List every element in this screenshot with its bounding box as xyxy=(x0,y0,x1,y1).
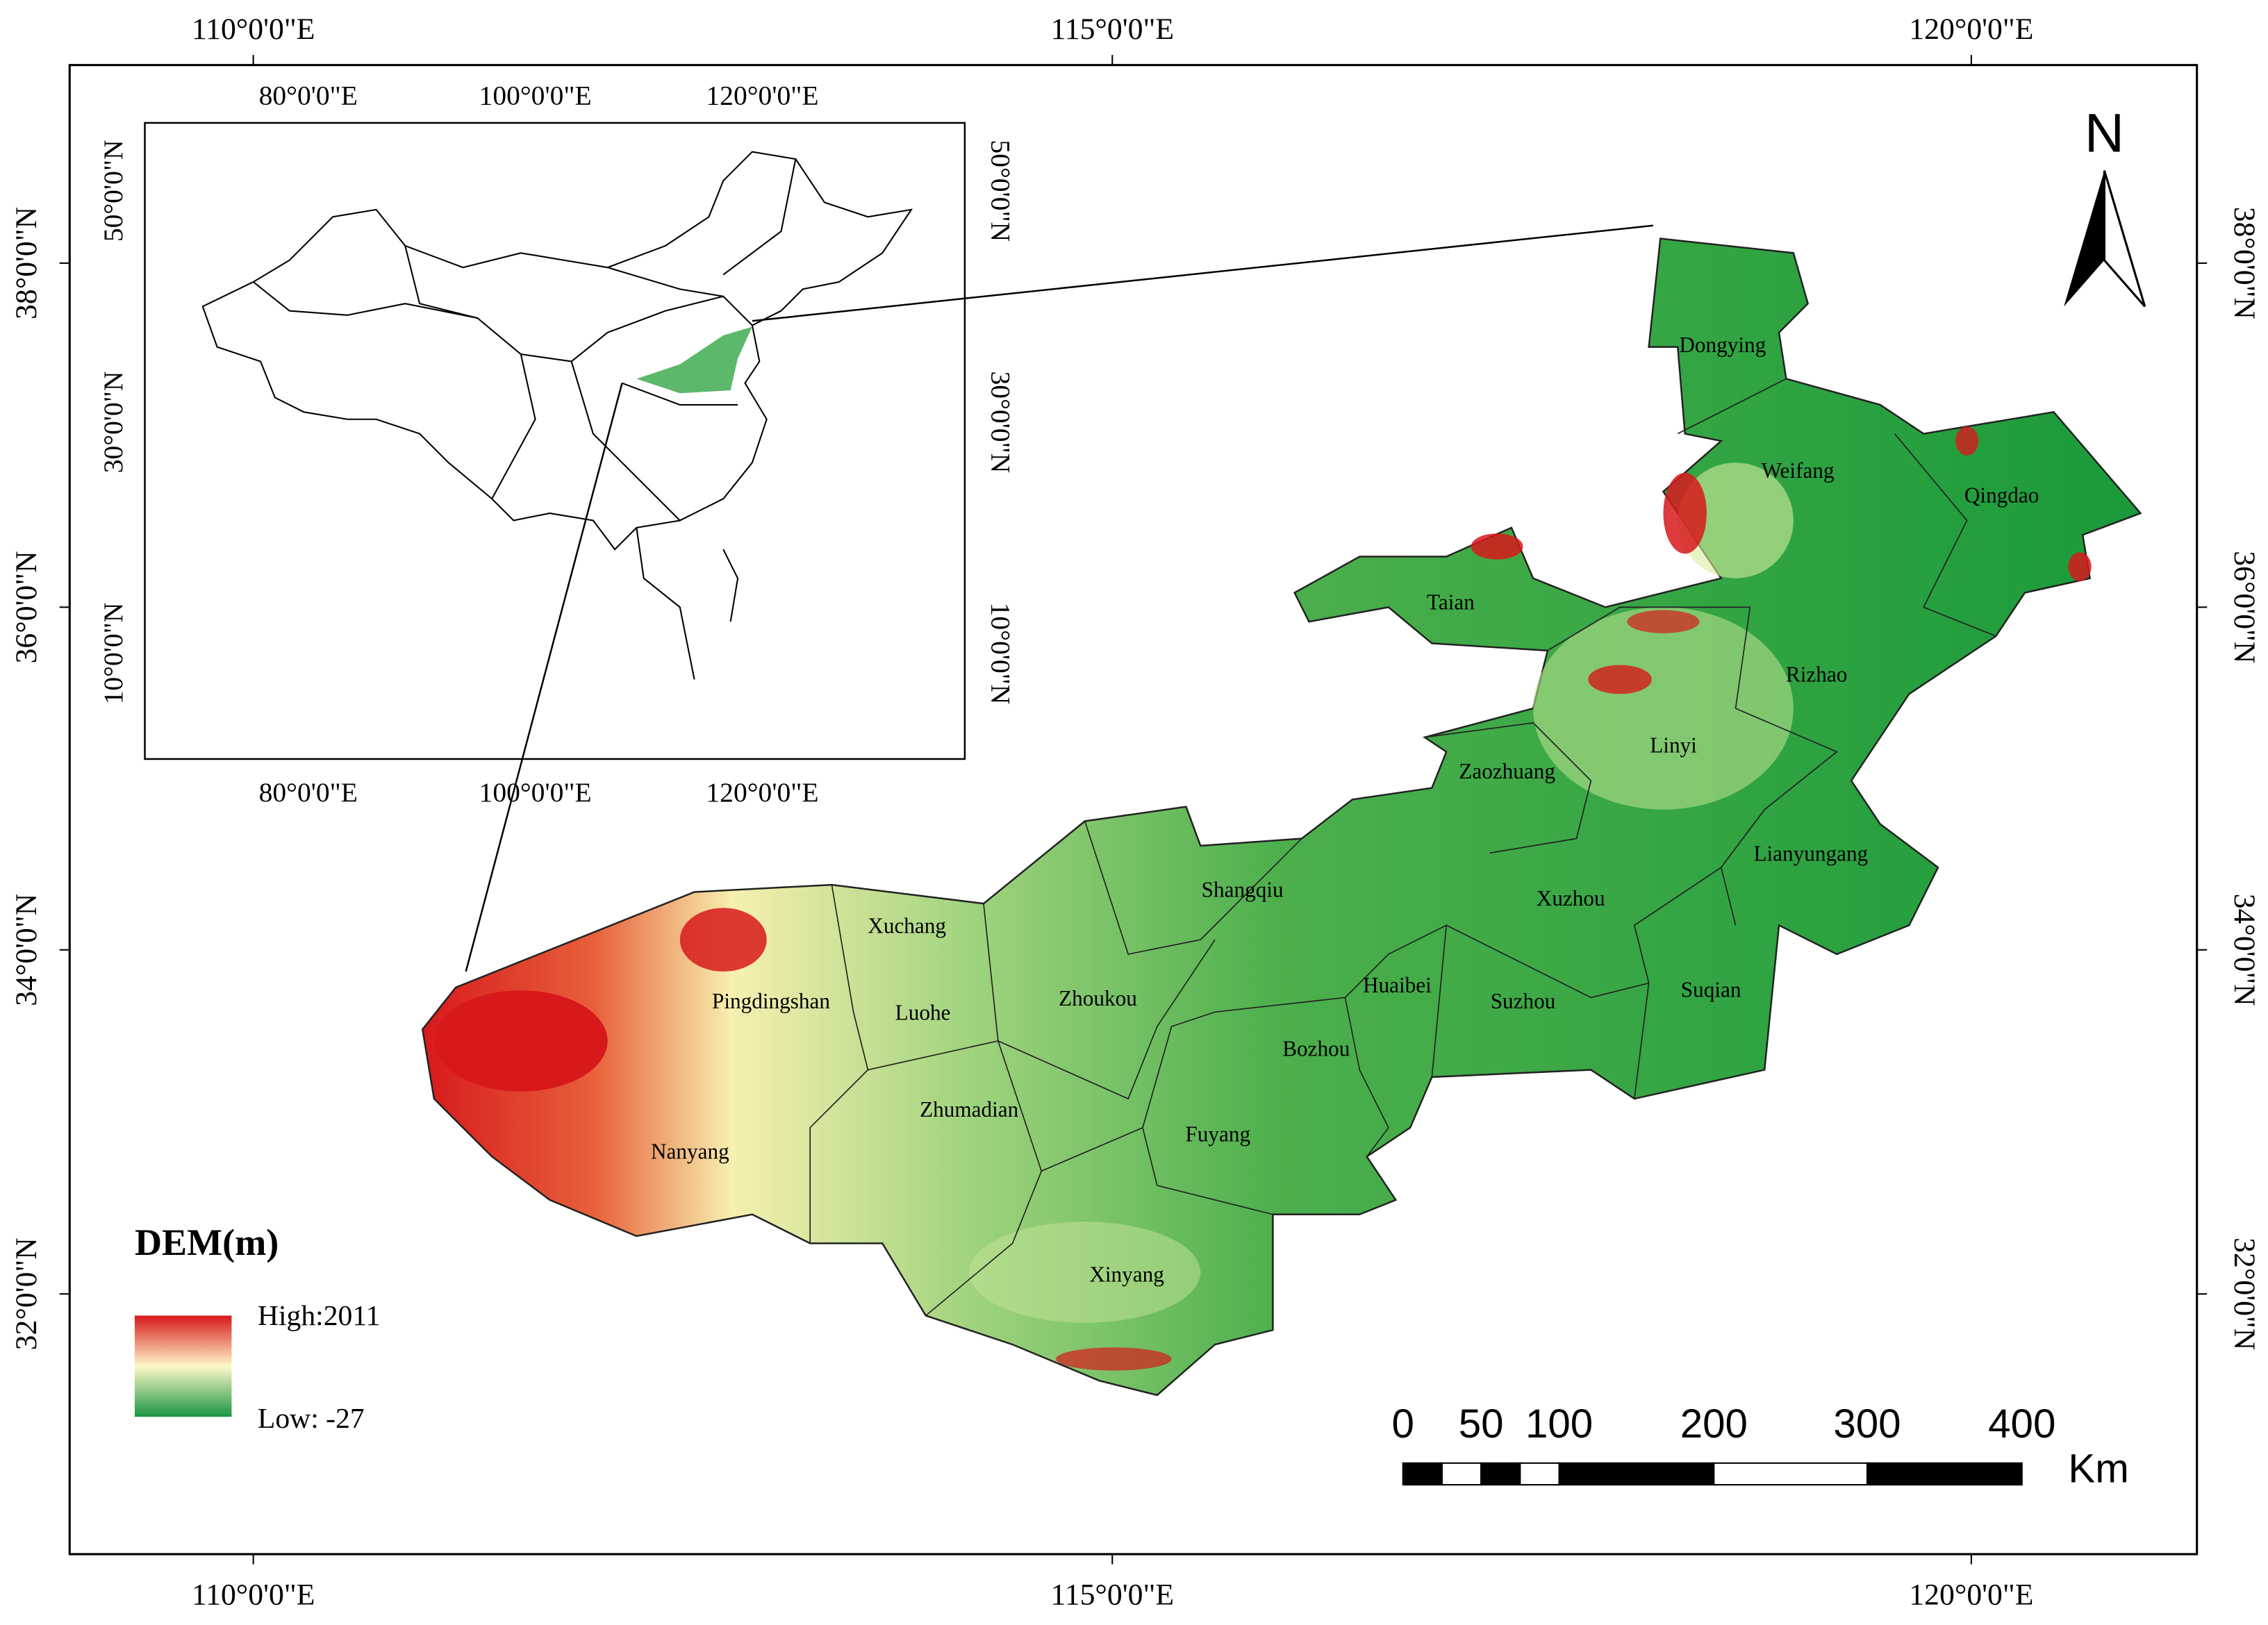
city-label: Huaibei xyxy=(1363,973,1432,997)
city-label: Taian xyxy=(1427,590,1475,614)
inset-tick-label: 50°0'0"N xyxy=(98,140,129,242)
inset-tick-label: 100°0'0"E xyxy=(479,81,592,111)
scale-segment xyxy=(1480,1462,1521,1486)
inset-tick-label: 80°0'0"E xyxy=(259,81,358,111)
legend-low: Low: -27 xyxy=(258,1403,365,1435)
frame-tick-label: 115°0'0"E xyxy=(1051,1578,1175,1611)
scale-segment xyxy=(1866,1462,2023,1486)
inset-tick-label: 120°0'0"E xyxy=(706,81,818,111)
leader-line xyxy=(465,383,623,972)
inset-tick-label: 120°0'0"E xyxy=(706,777,818,808)
inset-tick-label: 10°0'0"N xyxy=(986,603,1016,705)
legend-title: DEM(m) xyxy=(135,1222,279,1263)
scale-segment xyxy=(1441,1462,1482,1486)
frame-tick-label: 110°0'0"E xyxy=(192,12,315,46)
city-label: Qingdao xyxy=(1964,483,2039,507)
city-label: Lianyungang xyxy=(1753,842,1868,866)
city-label: Shangqiu xyxy=(1202,878,1284,902)
scale-label: 300 xyxy=(1833,1401,1901,1447)
map-frame xyxy=(68,64,2199,1556)
scale-label: 100 xyxy=(1525,1401,1593,1447)
inset-tick-label: 50°0'0"N xyxy=(986,140,1016,242)
inset-tick-label: 30°0'0"N xyxy=(98,372,129,474)
scale-label: 200 xyxy=(1680,1401,1748,1447)
frame-tick-label: 110°0'0"E xyxy=(192,1578,315,1611)
inset-tick-label: 30°0'0"N xyxy=(986,372,1016,474)
legend-ramp xyxy=(134,1315,232,1417)
city-label: Zhumadian xyxy=(920,1097,1019,1122)
city-label: Zaozhuang xyxy=(1459,759,1555,783)
city-label: Suzhou xyxy=(1491,989,1556,1013)
scale-unit: Km xyxy=(2068,1447,2128,1492)
city-label: Rizhao xyxy=(1786,662,1847,686)
city-label: Nanyang xyxy=(651,1139,729,1163)
city-label: Suqian xyxy=(1681,977,1741,1001)
frame-tick-label: 34°0'0"N xyxy=(10,894,43,1006)
scale-segment xyxy=(1519,1462,1560,1486)
city-label: Xuzhou xyxy=(1537,886,1605,910)
north-label: N xyxy=(2085,102,2124,164)
city-label: Zhoukou xyxy=(1059,986,1137,1010)
inset-tick-label: 10°0'0"N xyxy=(98,603,129,705)
frame-tick-label: 120°0'0"E xyxy=(1909,1578,2033,1611)
city-label: Fuyang xyxy=(1185,1122,1250,1147)
city-label: Linyi xyxy=(1650,733,1697,757)
city-label: Bozhou xyxy=(1282,1037,1350,1061)
scale-label: 0 xyxy=(1392,1401,1414,1447)
scale-segment xyxy=(1558,1462,1715,1486)
city-label: Weifang xyxy=(1762,458,1835,483)
scale-segment xyxy=(1402,1462,1443,1486)
frame-tick-label: 120°0'0"E xyxy=(1909,12,2033,46)
scale-label: 400 xyxy=(1988,1401,2055,1447)
scale-segment xyxy=(1713,1462,1869,1486)
frame-tick-label: 32°0'0"N xyxy=(10,1238,43,1350)
frame-tick-label: 36°0'0"N xyxy=(2228,551,2261,663)
leader-line xyxy=(752,224,1654,322)
legend-high: High:2011 xyxy=(258,1300,381,1332)
inset-map xyxy=(201,151,913,680)
city-label: Xuchang xyxy=(868,914,946,938)
city-label: Xinyang xyxy=(1089,1262,1164,1286)
frame-tick-label: 32°0'0"N xyxy=(2228,1238,2261,1350)
frame-tick-label: 115°0'0"E xyxy=(1051,12,1175,46)
frame-tick-label: 38°0'0"N xyxy=(10,207,43,319)
city-label: Luohe xyxy=(895,1001,951,1025)
scale-label: 50 xyxy=(1459,1401,1504,1447)
frame-tick-label: 34°0'0"N xyxy=(2228,894,2261,1006)
north-arrow xyxy=(2064,170,2146,308)
frame-tick-label: 36°0'0"N xyxy=(10,551,43,663)
study-area xyxy=(421,238,2142,1397)
frame-tick-label: 38°0'0"N xyxy=(2228,207,2261,319)
inset-tick-label: 100°0'0"E xyxy=(479,777,592,808)
city-label: Dongying xyxy=(1679,333,1766,357)
inset-tick-label: 80°0'0"E xyxy=(259,777,358,808)
city-label: Pingdingshan xyxy=(712,989,830,1013)
